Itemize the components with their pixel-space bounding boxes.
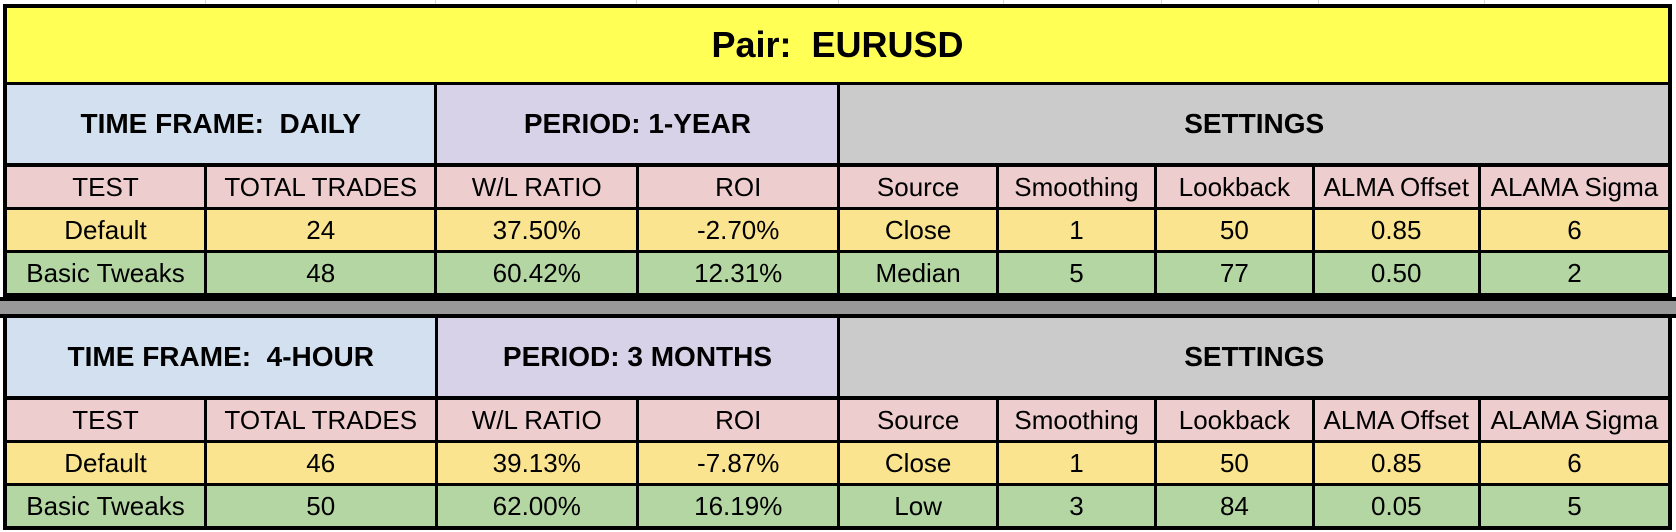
settings-header-cell[interactable]: SETTINGS (837, 318, 1672, 400)
col-header-alma-offset[interactable]: ALMA Offset (1311, 163, 1481, 210)
cell-total-trades[interactable]: 24 (203, 207, 438, 253)
cell-wl-ratio[interactable]: 39.13% (434, 440, 639, 486)
settings-header-cell[interactable]: SETTINGS (837, 82, 1672, 167)
cell-smoothing[interactable]: 5 (995, 250, 1158, 297)
column-header-row: TEST TOTAL TRADES W/L RATIO ROI Source S… (3, 396, 1672, 443)
cell-wl-ratio[interactable]: 37.50% (434, 207, 639, 253)
table-row: Basic Tweaks 48 60.42% 12.31% Median 5 7… (3, 250, 1672, 297)
cell-lookback[interactable]: 77 (1154, 250, 1315, 297)
col-header-smoothing[interactable]: Smoothing (995, 396, 1158, 443)
cell-source[interactable]: Close (837, 440, 999, 486)
cell-alama-sigma[interactable]: 6 (1477, 440, 1672, 486)
cell-total-trades[interactable]: 46 (203, 440, 438, 486)
cell-roi[interactable]: 16.19% (635, 483, 841, 530)
col-header-total-trades[interactable]: TOTAL TRADES (203, 163, 438, 210)
cell-lookback[interactable]: 50 (1154, 207, 1315, 253)
row-label-basic-tweaks[interactable]: Basic Tweaks (3, 483, 207, 530)
col-header-wl-ratio[interactable]: W/L RATIO (434, 163, 639, 210)
cell-smoothing[interactable]: 1 (995, 207, 1158, 253)
column-header-row: TEST TOTAL TRADES W/L RATIO ROI Source S… (3, 163, 1672, 210)
daily-section-header-row: TIME FRAME: DAILY PERIOD: 1-YEAR SETTING… (3, 82, 1672, 167)
four-hour-results-table: TIME FRAME: 4-HOUR PERIOD: 3 MONTHS SETT… (3, 318, 1672, 530)
col-header-lookback[interactable]: Lookback (1154, 163, 1315, 210)
col-header-source[interactable]: Source (837, 163, 999, 210)
col-header-roi[interactable]: ROI (635, 396, 841, 443)
col-header-total-trades[interactable]: TOTAL TRADES (203, 396, 438, 443)
col-header-roi[interactable]: ROI (635, 163, 841, 210)
col-header-test[interactable]: TEST (3, 163, 207, 210)
cell-alma-offset[interactable]: 0.50 (1311, 250, 1481, 297)
col-header-lookback[interactable]: Lookback (1154, 396, 1315, 443)
col-header-alama-sigma[interactable]: ALAMA Sigma (1477, 396, 1672, 443)
cell-roi[interactable]: -2.70% (635, 207, 841, 253)
table-row: Default 24 37.50% -2.70% Close 1 50 0.85… (3, 207, 1672, 253)
col-header-alama-sigma[interactable]: ALAMA Sigma (1477, 163, 1672, 210)
gridline-tick (1161, 0, 1162, 4)
cell-wl-ratio[interactable]: 60.42% (434, 250, 639, 297)
cell-lookback[interactable]: 84 (1154, 483, 1315, 530)
cell-alama-sigma[interactable]: 2 (1477, 250, 1672, 297)
table-separator-bar (0, 297, 1676, 318)
pair-header-row: Pair: EURUSD (3, 4, 1672, 85)
cell-smoothing[interactable]: 1 (995, 440, 1158, 486)
period-cell-3-months[interactable]: PERIOD: 3 MONTHS (434, 318, 841, 400)
cell-source[interactable]: Close (837, 207, 999, 253)
gridline-tick (205, 0, 206, 4)
col-header-wl-ratio[interactable]: W/L RATIO (434, 396, 639, 443)
row-label-default[interactable]: Default (3, 440, 207, 486)
table-row: Basic Tweaks 50 62.00% 16.19% Low 3 84 0… (3, 483, 1672, 530)
cell-alma-offset[interactable]: 0.05 (1311, 483, 1481, 530)
gridline-tick (435, 0, 436, 4)
period-cell-1-year[interactable]: PERIOD: 1-YEAR (434, 82, 841, 167)
cell-total-trades[interactable]: 48 (203, 250, 438, 297)
row-label-basic-tweaks[interactable]: Basic Tweaks (3, 250, 207, 297)
gridline-tick (1318, 0, 1319, 4)
pair-header-cell[interactable]: Pair: EURUSD (3, 4, 1672, 85)
cell-source[interactable]: Low (837, 483, 999, 530)
gridline-tick (838, 0, 839, 4)
cell-roi[interactable]: 12.31% (635, 250, 841, 297)
timeframe-cell-daily[interactable]: TIME FRAME: DAILY (3, 82, 438, 167)
four-hour-section-header-row: TIME FRAME: 4-HOUR PERIOD: 3 MONTHS SETT… (3, 318, 1672, 400)
col-header-source[interactable]: Source (837, 396, 999, 443)
gridline-tick (1484, 0, 1485, 4)
col-header-alma-offset[interactable]: ALMA Offset (1311, 396, 1481, 443)
daily-results-table: Pair: EURUSD TIME FRAME: DAILY PERIOD: 1… (3, 4, 1672, 297)
cell-alama-sigma[interactable]: 6 (1477, 207, 1672, 253)
cell-alma-offset[interactable]: 0.85 (1311, 440, 1481, 486)
cell-alama-sigma[interactable]: 5 (1477, 483, 1672, 530)
row-label-default[interactable]: Default (3, 207, 207, 253)
cell-wl-ratio[interactable]: 62.00% (434, 483, 639, 530)
timeframe-cell-4-hour[interactable]: TIME FRAME: 4-HOUR (3, 318, 438, 400)
table-row: Default 46 39.13% -7.87% Close 1 50 0.85… (3, 440, 1672, 486)
cell-alma-offset[interactable]: 0.85 (1311, 207, 1481, 253)
cell-lookback[interactable]: 50 (1154, 440, 1315, 486)
gridline-tick (636, 0, 637, 4)
cell-source[interactable]: Median (837, 250, 999, 297)
gridline-tick (1003, 0, 1004, 4)
cell-total-trades[interactable]: 50 (203, 483, 438, 530)
col-header-test[interactable]: TEST (3, 396, 207, 443)
col-header-smoothing[interactable]: Smoothing (995, 163, 1158, 210)
cell-roi[interactable]: -7.87% (635, 440, 841, 486)
cell-smoothing[interactable]: 3 (995, 483, 1158, 530)
